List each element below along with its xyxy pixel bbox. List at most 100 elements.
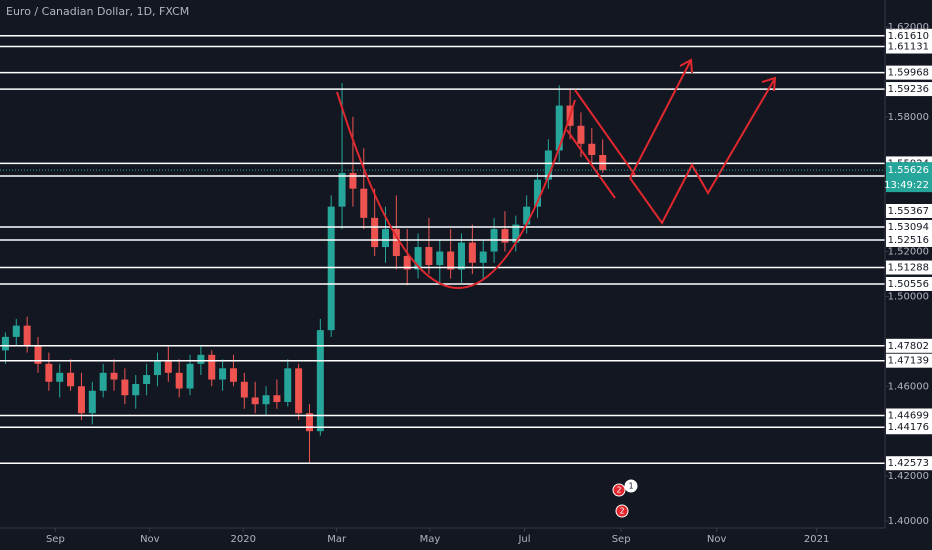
candle-body bbox=[121, 379, 129, 396]
y-tick-label: 1.40000 bbox=[888, 516, 929, 527]
level-label-box bbox=[886, 28, 932, 43]
candle-body bbox=[143, 375, 151, 385]
candle-body bbox=[479, 251, 487, 263]
level-label-box bbox=[886, 204, 932, 218]
y-tick-label: 1.62000 bbox=[888, 22, 929, 33]
y-tick-label: 1.46000 bbox=[888, 381, 929, 392]
event-badge bbox=[615, 504, 629, 518]
y-tick-label: 1.42000 bbox=[888, 471, 929, 482]
event-badge-label: 2 bbox=[616, 486, 621, 495]
x-tick-label: 2020 bbox=[231, 534, 256, 545]
level-label: 1.44176 bbox=[888, 422, 929, 433]
x-tick-label: Sep bbox=[612, 534, 631, 545]
level-label: 1.59968 bbox=[888, 68, 929, 79]
flag-line bbox=[566, 129, 616, 199]
event-badge bbox=[612, 483, 626, 497]
candle-body bbox=[316, 330, 324, 432]
candle-body bbox=[110, 372, 118, 380]
projection bbox=[629, 61, 691, 179]
candle-body bbox=[208, 354, 216, 380]
candle-body bbox=[186, 363, 194, 389]
candle-body bbox=[34, 345, 42, 364]
candle-body bbox=[56, 372, 64, 382]
level-label: 1.61131 bbox=[888, 42, 929, 53]
candle-body bbox=[45, 363, 53, 382]
projection bbox=[629, 79, 775, 225]
level-label: 1.47802 bbox=[888, 341, 929, 352]
level-label-box bbox=[886, 260, 932, 275]
level-label: 1.59236 bbox=[888, 84, 929, 95]
candle-body bbox=[349, 172, 357, 189]
candle-body bbox=[197, 354, 205, 364]
candle-body bbox=[436, 251, 444, 266]
candle-body bbox=[295, 368, 303, 414]
candle-body bbox=[1, 336, 9, 351]
candle-body bbox=[555, 105, 563, 151]
candle-body bbox=[588, 143, 596, 155]
candle-body bbox=[534, 179, 542, 207]
event-badge-label: 2 bbox=[619, 507, 624, 516]
candle-body bbox=[251, 397, 259, 405]
arrowhead bbox=[761, 76, 777, 92]
level-label: 1.51288 bbox=[888, 263, 929, 274]
chart-title: Euro / Canadian Dollar, 1D, FXCM bbox=[6, 5, 189, 18]
x-tick-label: 2021 bbox=[804, 534, 829, 545]
countdown: 13:49:22 bbox=[884, 180, 929, 191]
candle-body bbox=[425, 247, 433, 266]
candle-body bbox=[544, 150, 552, 180]
candle-body bbox=[392, 229, 400, 257]
event-badge bbox=[624, 479, 638, 493]
x-tick-label: Nov bbox=[140, 534, 160, 545]
level-label-box bbox=[886, 82, 932, 97]
y-tick-label: 1.52000 bbox=[888, 247, 929, 258]
candle-body bbox=[447, 251, 455, 270]
level-label-box bbox=[886, 420, 932, 435]
level-label-box bbox=[886, 456, 932, 471]
level-label: 1.47139 bbox=[888, 356, 929, 367]
level-label-box bbox=[886, 39, 932, 54]
candle-body bbox=[273, 395, 281, 402]
level-label: 1.44699 bbox=[888, 410, 929, 421]
level-label-box bbox=[886, 338, 932, 353]
level-label: 1.50556 bbox=[888, 279, 929, 290]
cup-curve bbox=[336, 91, 576, 289]
candle-body bbox=[458, 242, 466, 270]
candle-body bbox=[88, 390, 96, 414]
level-label: 1.42573 bbox=[888, 458, 929, 469]
level-label-box bbox=[886, 232, 932, 247]
candle-body bbox=[327, 206, 335, 331]
level-label-box bbox=[886, 353, 932, 368]
last-price-box bbox=[886, 162, 932, 193]
candle-body bbox=[403, 256, 411, 270]
axes: 1.616101.611311.599681.592361.559241.553… bbox=[0, 22, 932, 545]
x-tick-label: Mar bbox=[327, 534, 347, 545]
arrowhead bbox=[679, 58, 693, 74]
drawings bbox=[336, 58, 777, 289]
candle-body bbox=[240, 381, 248, 398]
x-tick-label: Jul bbox=[517, 534, 530, 545]
candle-body bbox=[99, 372, 107, 391]
last-price-label: 1.55626 bbox=[888, 165, 929, 176]
candle-body bbox=[371, 217, 379, 248]
level-label-box bbox=[886, 65, 932, 80]
candle-body bbox=[67, 372, 75, 387]
level-label: 1.55367 bbox=[888, 206, 929, 217]
candle-body bbox=[164, 361, 172, 373]
candle-body bbox=[12, 325, 20, 337]
level-label: 1.53094 bbox=[888, 222, 929, 233]
candle-body bbox=[468, 242, 476, 263]
candle-body bbox=[219, 368, 227, 380]
candle-body bbox=[523, 206, 531, 225]
event-badge-label: 1 bbox=[628, 482, 633, 491]
candle-body bbox=[229, 368, 237, 382]
candle-body bbox=[414, 247, 422, 270]
candle-body bbox=[23, 325, 31, 346]
x-tick-label: Nov bbox=[707, 534, 727, 545]
candle-body bbox=[381, 229, 389, 248]
candle-body bbox=[512, 224, 520, 243]
candle-body bbox=[305, 413, 313, 432]
candle-body bbox=[262, 395, 270, 405]
level-label-box bbox=[886, 219, 932, 234]
